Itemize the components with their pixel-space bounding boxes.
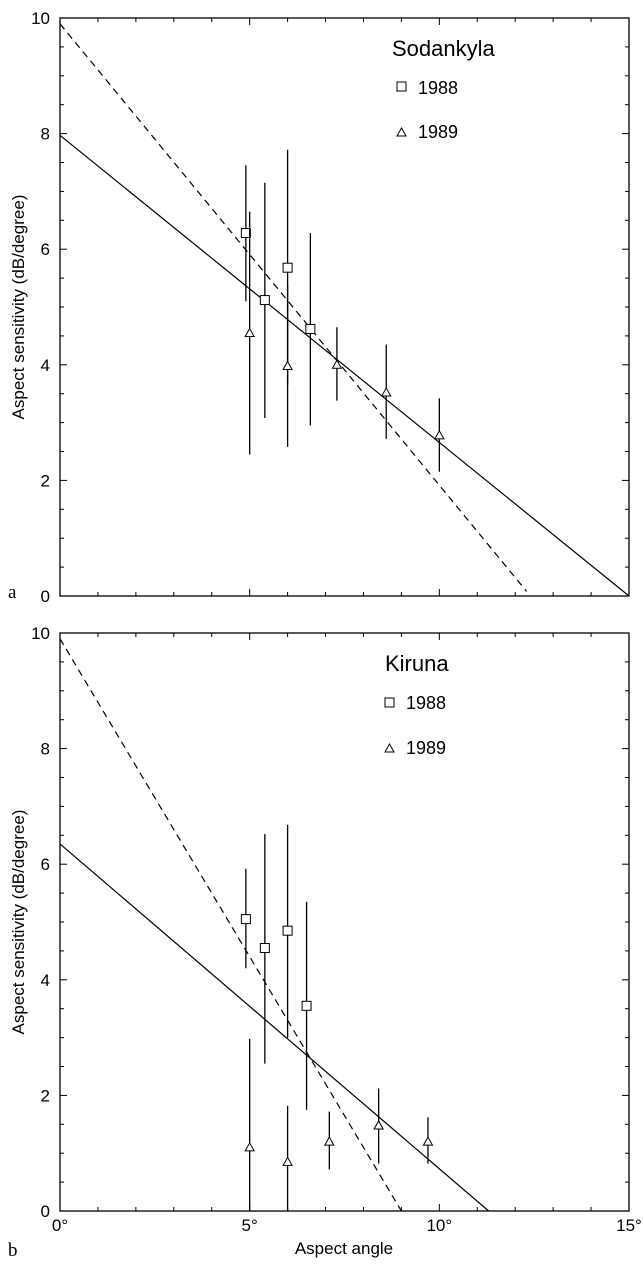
station-title: Sodankyla (392, 36, 496, 61)
data-point-square (301, 1000, 312, 1011)
y-tick-label: 10 (31, 9, 50, 28)
legend-label-1988: 1988 (418, 78, 458, 98)
data-point-square (259, 943, 270, 954)
y-tick-label: 10 (31, 624, 50, 643)
y-tick-label: 6 (41, 240, 50, 259)
data-point-triangle (380, 387, 392, 397)
legend-square-marker (384, 697, 395, 708)
y-tick-label: 8 (41, 125, 50, 144)
station-title: Kiruna (385, 651, 449, 676)
legend-label-1989: 1989 (406, 738, 446, 758)
y-axis-label: Aspect sensitivity (dB/degree) (9, 810, 28, 1035)
y-axis-label: Aspect sensitivity (dB/degree) (9, 195, 28, 420)
data-point-triangle (323, 1136, 335, 1146)
data-point-square (305, 323, 316, 334)
panel-letter: a (8, 582, 17, 603)
y-tick-label: 2 (41, 1086, 50, 1105)
fit-line-solid (59, 843, 490, 1212)
y-tick-label: 0 (41, 1202, 50, 1221)
data-point-square (259, 295, 270, 306)
legend-triangle-marker (396, 126, 407, 137)
data-point-square (240, 914, 251, 925)
panel-b-marks: 0 2 4 6 8 10 0° 5° 10° 15° (31, 624, 642, 1235)
panel-b: 0 2 4 6 8 10 0° 5° 10° 15° Kiruna 1988 1989 b Asp… (8, 624, 642, 1261)
panel-a: 0 2 4 6 8 10 Sodankyla 1988 1989 a Aspect sen… (8, 9, 630, 606)
y-tick-label: 8 (41, 740, 50, 759)
y-tick-label: 2 (41, 471, 50, 490)
plot-frame (59, 17, 630, 597)
fit-line-solid (59, 134, 630, 597)
fit-line-dashed (59, 23, 528, 592)
data-point-square (240, 228, 251, 239)
legend: 1988 1989 (396, 78, 458, 142)
legend-label-1989: 1989 (418, 122, 458, 142)
y-tick-label: 4 (41, 356, 50, 375)
data-point-triangle (282, 360, 293, 370)
legend-triangle-marker (384, 742, 395, 753)
data-point-triangle (433, 429, 445, 440)
data-point-triangle (331, 359, 343, 369)
y-tick-label: 0 (41, 587, 50, 606)
panel-a-marks: 0 2 4 6 8 10 (31, 9, 630, 606)
data-point-triangle (244, 1141, 256, 1152)
x-tick-label: 15° (616, 1216, 642, 1235)
data-point-triangle (373, 1119, 384, 1130)
data-point-triangle (244, 327, 256, 338)
data-point-triangle (422, 1136, 434, 1146)
x-tick-label: 5° (242, 1216, 258, 1235)
legend: 1988 1989 (384, 693, 446, 758)
x-tick-label: 0° (52, 1216, 68, 1235)
legend-label-1988: 1988 (406, 693, 446, 713)
fit-line-dashed (59, 638, 402, 1212)
data-point-square (282, 925, 293, 936)
data-point-square (282, 262, 293, 273)
y-tick-label: 4 (41, 971, 50, 990)
data-point-triangle (282, 1156, 293, 1166)
x-tick-label: 10° (426, 1216, 452, 1235)
plot-frame (59, 632, 630, 1212)
y-tick-label: 6 (41, 855, 50, 874)
legend-square-marker (396, 81, 407, 92)
x-axis-label: Aspect angle (295, 1239, 393, 1258)
panel-letter: b (8, 1240, 18, 1261)
